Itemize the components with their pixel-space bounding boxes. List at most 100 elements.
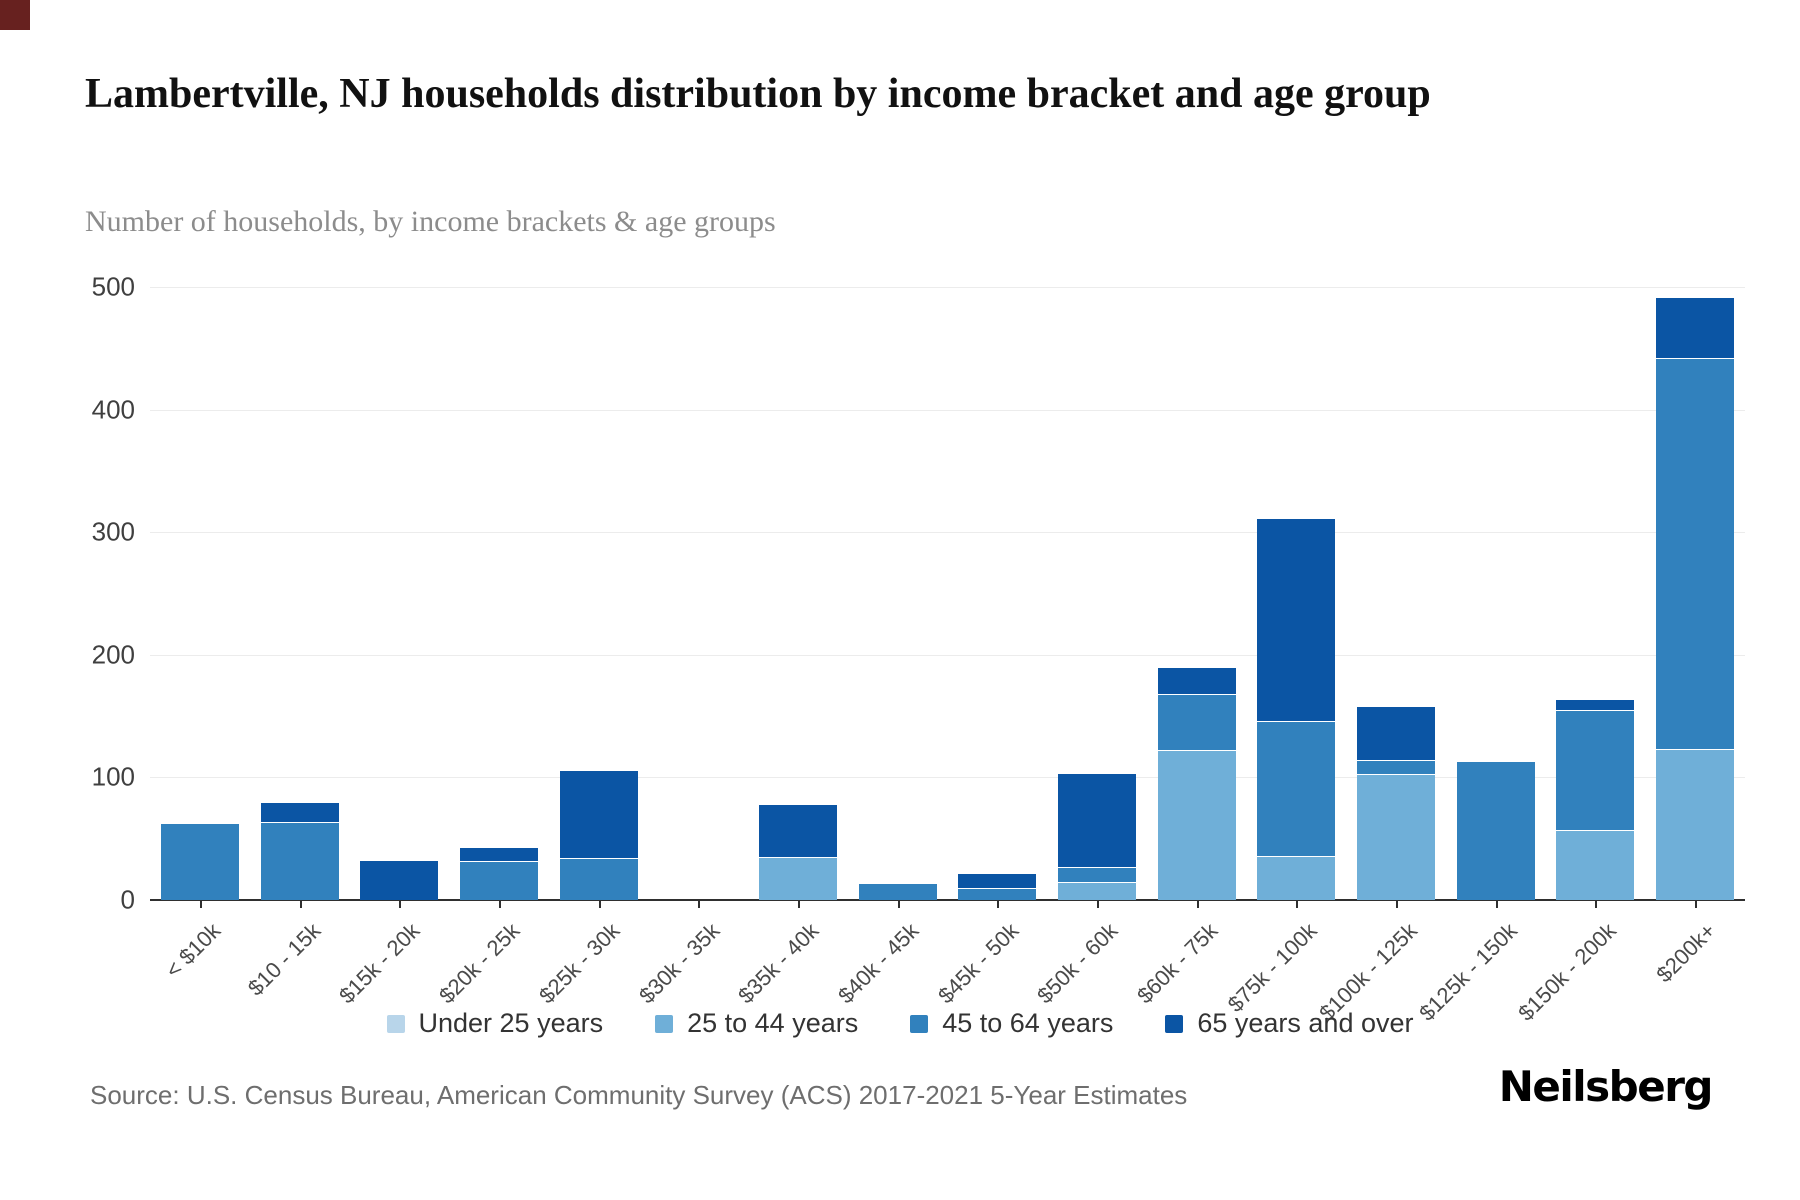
x-axis-label: < $10k <box>160 918 226 983</box>
legend-label: Under 25 years <box>418 1008 604 1038</box>
legend-swatch-icon <box>1165 1014 1184 1033</box>
bar-segment <box>1257 517 1336 722</box>
stacked-bar-4 <box>459 847 538 900</box>
corner-red-square <box>0 0 30 30</box>
x-axis-label: $10 - 15k <box>242 918 326 1001</box>
stacked-bar-16 <box>1656 296 1735 900</box>
legend-label: 65 years and over <box>1197 1008 1414 1038</box>
x-axis-label: $60k - 75k <box>1132 918 1223 1009</box>
bar-segment <box>758 804 837 858</box>
bar-segment <box>958 873 1037 888</box>
legend: Under 25 years 25 to 44 years 45 to 64 yea… <box>0 1008 1800 1039</box>
x-axis-tick <box>698 900 701 908</box>
y-axis-label-200: 200 <box>91 639 135 670</box>
bar-segment <box>1656 296 1735 359</box>
bar-segment <box>1058 866 1137 882</box>
x-axis-tick <box>1495 900 1498 908</box>
x-axis-tick <box>1396 900 1399 908</box>
legend-swatch-icon <box>910 1014 929 1033</box>
gridline-300 <box>150 532 1745 534</box>
stacked-bar-11 <box>1157 667 1236 900</box>
page-title: Lambertville, NJ households distribution… <box>85 71 1431 117</box>
y-axis-label-0: 0 <box>120 884 135 915</box>
bar-segment <box>559 858 638 900</box>
legend-swatch-icon <box>386 1014 405 1033</box>
x-axis-tick <box>797 900 800 908</box>
legend-item-4[interactable]: 65 years and over <box>1165 1008 1414 1039</box>
page-subtitle: Number of households, by income brackets… <box>85 205 776 238</box>
bar-segment <box>459 860 538 900</box>
stacked-bar-9 <box>958 873 1037 900</box>
stacked-bar-2 <box>260 801 339 900</box>
legend-label: 45 to 64 years <box>942 1008 1114 1038</box>
stacked-bar-7 <box>758 804 837 900</box>
bar-segment <box>260 821 339 900</box>
x-axis-tick <box>1695 900 1698 908</box>
x-axis-label: $30k - 35k <box>633 918 724 1009</box>
stacked-bar-1 <box>160 822 239 900</box>
bar-segment <box>1357 760 1436 774</box>
x-axis-tick <box>299 900 302 908</box>
bar-segment <box>958 887 1037 900</box>
bar-segment <box>1357 706 1436 761</box>
stacked-bar-10 <box>1058 772 1137 900</box>
y-axis-label-400: 400 <box>91 394 135 425</box>
source-attribution: Source: U.S. Census Bureau, American Com… <box>90 1080 1188 1110</box>
bar-segment <box>360 859 439 900</box>
bar-segment <box>1556 830 1635 900</box>
x-axis-label: $35k - 40k <box>733 918 824 1009</box>
x-axis-tick <box>498 900 501 908</box>
plot-area: 0 100 200 300 400 500 < $10k $10 - 15k $15k - 20… <box>92 272 1745 1026</box>
x-axis-tick <box>199 900 202 908</box>
x-axis-tick <box>997 900 1000 908</box>
bar-segment <box>1556 709 1635 831</box>
x-axis-tick <box>399 900 402 908</box>
x-axis-label: $45k - 50k <box>932 918 1024 1009</box>
x-axis-label: $200k+ <box>1651 918 1721 988</box>
bar-segment <box>459 847 538 861</box>
x-axis-tick <box>1595 900 1598 908</box>
gridline-500 <box>150 287 1745 288</box>
bar-segment <box>1157 694 1236 751</box>
stacked-bar-13 <box>1357 706 1436 900</box>
x-axis-label: $50k - 60k <box>1032 918 1123 1009</box>
bar-segment <box>1556 698 1635 710</box>
bar-segment <box>160 822 239 900</box>
legend-item-1[interactable]: Under 25 years <box>386 1008 604 1039</box>
x-axis-label: $25k - 30k <box>533 918 625 1009</box>
bar-segment <box>1058 881 1137 900</box>
x-axis-label: $75k - 100k <box>1223 918 1323 1017</box>
bar-segment <box>1157 750 1236 900</box>
bar-segment <box>858 882 937 900</box>
bar-segment <box>1656 358 1735 750</box>
gridline-200 <box>150 654 1745 656</box>
bar-segment <box>1656 749 1735 900</box>
x-axis-line <box>150 899 1745 901</box>
stacked-bar-15 <box>1556 698 1635 900</box>
bar-segment <box>1157 667 1236 695</box>
neilsberg-logo: Neilsberg <box>1498 1062 1714 1111</box>
x-axis-label: $15k - 20k <box>334 918 425 1009</box>
bar-segment <box>1257 855 1336 900</box>
legend-item-3[interactable]: 45 to 64 years <box>910 1008 1113 1039</box>
bar-segment <box>1257 721 1336 856</box>
stacked-bar-8 <box>858 882 937 900</box>
y-axis-label-100: 100 <box>91 761 135 792</box>
stacked-bar-12 <box>1257 517 1336 900</box>
x-axis-tick <box>598 900 601 908</box>
x-axis-label: $40k - 45k <box>833 918 924 1009</box>
x-axis-label: $20k - 25k <box>434 918 525 1009</box>
bar-segment <box>559 770 638 859</box>
gridline-100 <box>150 777 1745 779</box>
x-axis-tick <box>1097 900 1100 908</box>
stacked-bar-14 <box>1456 761 1535 900</box>
x-axis-tick <box>1296 900 1299 908</box>
legend-item-2[interactable]: 25 to 44 years <box>655 1008 858 1039</box>
y-axis-label-300: 300 <box>91 516 135 547</box>
x-axis-tick <box>897 900 900 908</box>
bar-segment <box>1456 761 1535 900</box>
stacked-bar-5 <box>559 770 638 900</box>
x-axis-tick <box>1196 900 1199 908</box>
bar-segment <box>260 801 339 822</box>
